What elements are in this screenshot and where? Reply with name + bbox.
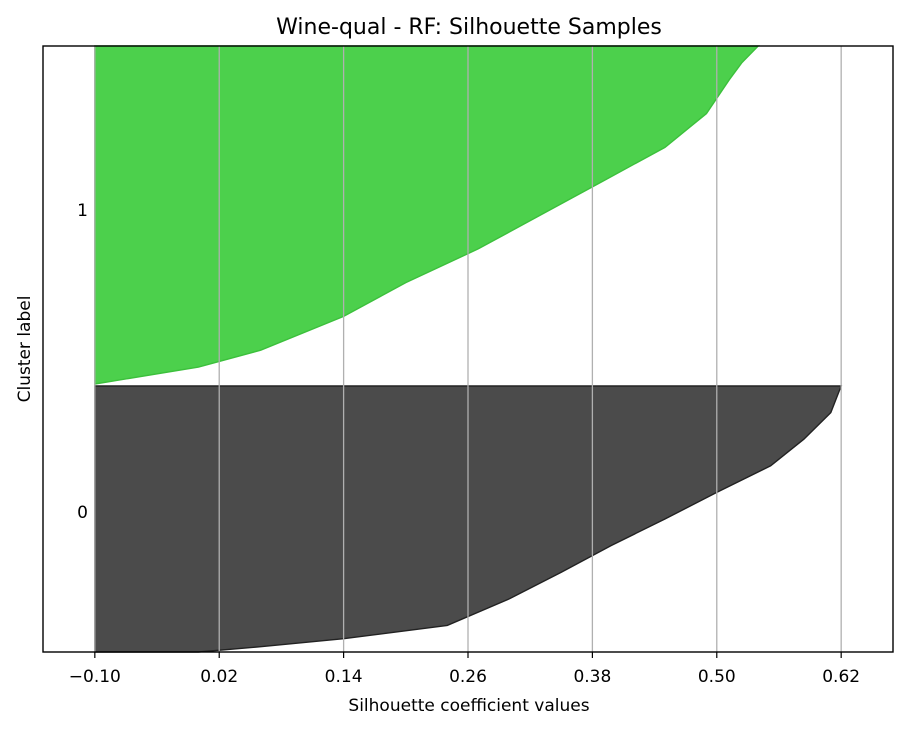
y-tick-label-cluster-0: 0 <box>77 503 88 523</box>
x-tick-label: 0.50 <box>698 667 736 687</box>
y-tick-label-cluster-1: 1 <box>77 201 88 221</box>
y-axis-label: Cluster label <box>15 296 35 403</box>
x-tick-label: 0.62 <box>822 667 860 687</box>
x-tick-label: 0.02 <box>200 667 238 687</box>
x-axis-ticks: −0.10 0.02 0.14 0.26 0.38 0.50 0.62 <box>69 652 860 687</box>
cluster-1-area <box>94 45 760 385</box>
chart-title: Wine-qual - RF: Silhouette Samples <box>276 15 662 40</box>
y-axis-ticks: 01 <box>77 201 88 523</box>
x-tick-label: −0.10 <box>69 667 121 687</box>
x-tick-label: 0.38 <box>573 667 611 687</box>
x-tick-label: 0.14 <box>325 667 363 687</box>
x-tick-label: 0.26 <box>449 667 487 687</box>
x-axis-label: Silhouette coefficient values <box>348 696 589 716</box>
x-gridlines <box>94 46 842 652</box>
